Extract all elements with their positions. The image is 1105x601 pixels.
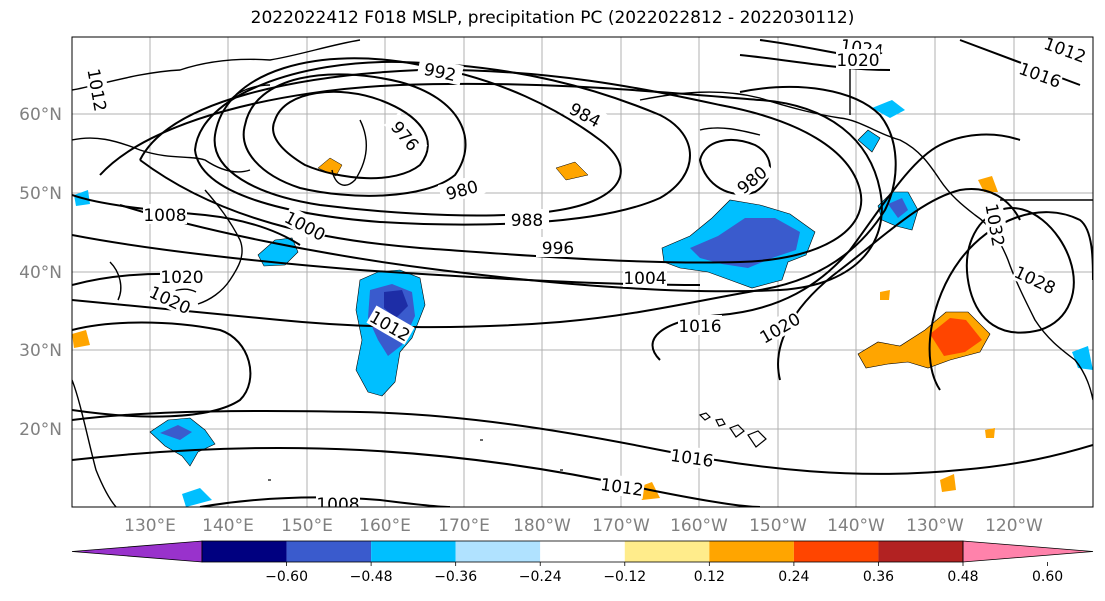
colorbar-segment [624, 541, 710, 562]
isobar-label: 1008 [316, 495, 359, 515]
precip-blob-positive [930, 318, 982, 356]
precip-blob-negative [182, 488, 212, 507]
precip-blob-negative [888, 198, 908, 218]
colorbar-tick-label: 0.24 [778, 569, 809, 585]
colorbar-tick-label: 0.60 [1032, 569, 1063, 585]
colorbar-tick-label: 0.48 [947, 569, 978, 585]
colorbar-segment [455, 541, 541, 562]
colorbar-tick-label: −0.36 [434, 569, 477, 585]
colorbar-segment [878, 541, 963, 562]
isobar-label: 996 [542, 239, 574, 259]
longitude-label: 170°W [592, 516, 650, 536]
colorbar-tick-label: −0.12 [603, 569, 646, 585]
colorbar-tick-label: 0.36 [863, 569, 894, 585]
colorbar-segment [202, 541, 287, 562]
latitude-label: 60°N [19, 105, 62, 125]
precip-blob-positive [940, 474, 956, 492]
colorbar-extend-high [962, 540, 1094, 563]
longitude-label: 120°W [985, 516, 1043, 536]
precip-blob-negative [857, 129, 881, 153]
colorbar-extend-low [71, 540, 203, 563]
longitude-label: 160°E [359, 516, 411, 536]
latitude-labels: 60°N 50°N 40°N 30°N 20°N [19, 105, 62, 440]
latitude-label: 30°N [19, 341, 62, 361]
colorbar-segment [371, 541, 456, 562]
longitude-label: 140°E [202, 516, 254, 536]
isobar-label: 1008 [143, 206, 186, 226]
precip-blob-negative [160, 425, 192, 440]
colorbar-segment [286, 541, 372, 562]
precip-blob-positive [985, 428, 995, 438]
longitude-labels: 130°E 140°E 150°E 160°E 170°E 180°W 170°W 160°W… [124, 516, 1043, 536]
longitude-label: 180°W [513, 516, 571, 536]
precip-shading [72, 100, 1093, 507]
isobar-label: 1020 [160, 268, 203, 288]
precip-blob-positive [72, 330, 90, 348]
longitude-label: 160°W [670, 516, 728, 536]
longitude-label: 130°E [124, 516, 176, 536]
colorbar-outline [201, 540, 964, 563]
longitude-label: 130°W [906, 516, 964, 536]
isobar-label: 988 [511, 211, 543, 231]
longitude-label: 150°E [281, 516, 333, 536]
latitude-label: 20°N [19, 420, 62, 440]
precip-blob-negative [384, 290, 408, 318]
isobar-label: 1004 [623, 269, 666, 289]
precip-blob-positive [555, 161, 589, 181]
islands [268, 412, 767, 481]
colorbar-segment [709, 541, 794, 562]
colorbar-segment [793, 541, 879, 562]
longitude-label: 140°W [827, 516, 885, 536]
latitude-label: 40°N [19, 263, 62, 283]
longitude-label: 150°W [749, 516, 807, 536]
latitude-label: 50°N [19, 184, 62, 204]
colorbar-segment [540, 541, 625, 562]
colorbar-tick-label: −0.24 [519, 569, 562, 585]
map-frame [71, 36, 1094, 508]
precip-blob-negative [872, 100, 905, 118]
isobar-label: 1016 [678, 317, 721, 337]
precip-blob-positive [978, 176, 998, 192]
map-title: 2022022412 F018 MSLP, precipitation PC (… [250, 8, 855, 28]
colorbar-tick-label: −0.60 [265, 569, 308, 585]
longitude-label: 170°E [438, 516, 490, 536]
isobars [72, 39, 1093, 507]
colorbar-tick-label: 0.12 [694, 569, 725, 585]
isobar-label: 1020 [836, 51, 879, 71]
precip-blob-positive [880, 290, 890, 300]
colorbar-tick-label: −0.48 [350, 569, 393, 585]
precip-blob-negative [690, 218, 800, 268]
colorbar: −0.60 −0.48 −0.36 −0.24 −0.12 0.12 0.24 0.36 0.4… [71, 540, 1094, 585]
